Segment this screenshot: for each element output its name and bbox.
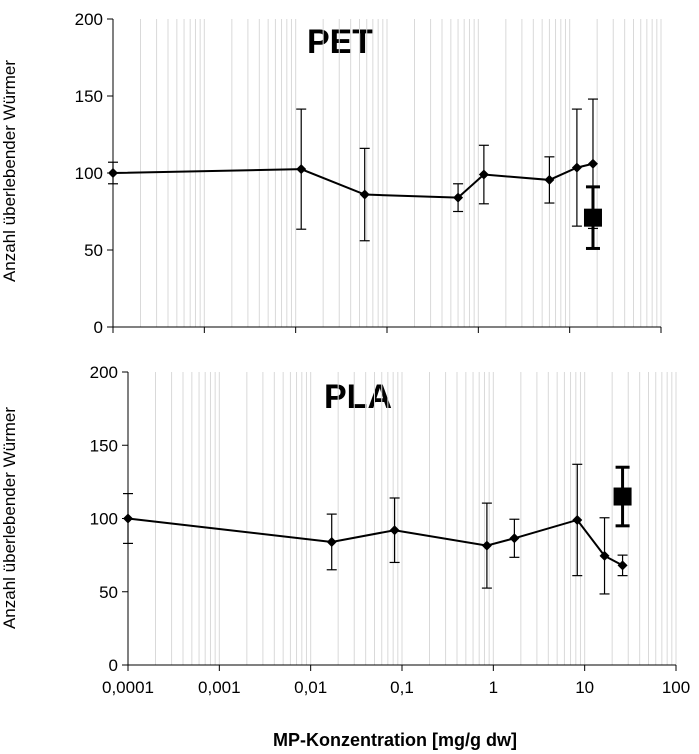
pla-data-point [509, 533, 520, 544]
pet-data-point-square [583, 208, 602, 227]
pla-data-point [617, 560, 628, 571]
pet-data-point [108, 168, 118, 178]
pla-gridlines [154, 372, 677, 665]
pet-y-tick-label: 150 [75, 87, 103, 106]
pet-gridlines [139, 19, 662, 327]
pet-data-point [359, 189, 370, 200]
pet-series-square [583, 185, 602, 250]
pet-y-tick-label: 0 [94, 318, 103, 337]
pet-y-axis-label: Anzahl überlebender Würmer [0, 60, 19, 282]
pet-data-point [571, 162, 582, 173]
pla-y-tick-label: 100 [90, 510, 118, 529]
pet-y-tick-label: 50 [84, 241, 103, 260]
pla-data-point [599, 550, 610, 561]
pla-data-point [389, 525, 400, 536]
pla-series-diamond [123, 463, 628, 595]
pet-data-point [587, 158, 598, 169]
pla-series-line [127, 517, 624, 567]
pla-x-tick-label: 0,01 [294, 678, 327, 697]
pet-panel: PET Anzahl überlebender Würmer 0 50 100 150… [0, 10, 662, 337]
pla-series-square [613, 465, 632, 528]
pla-x-tick-label: 0,0001 [102, 678, 154, 697]
pet-data-point [296, 164, 307, 175]
pla-y-axis-label: Anzahl überlebender Würmer [0, 407, 19, 629]
x-axis-label: MP-Konzentration [mg/g dw] [273, 730, 517, 750]
pet-data-point [544, 174, 555, 185]
pet-data-point [478, 169, 489, 180]
pla-x-tick-label: 1 [489, 678, 498, 697]
pla-x-tick-label: 0,1 [390, 678, 414, 697]
pet-data-point [453, 192, 464, 203]
pla-data-point [326, 536, 337, 547]
pla-y-tick-label: 150 [90, 436, 118, 455]
pla-x-tick-label: 10 [575, 678, 594, 697]
pla-y-tick-label: 200 [90, 363, 118, 382]
pet-panel-title: PET [307, 23, 373, 61]
pet-y-tick-label: 100 [75, 164, 103, 183]
pet-y-tick-label: 200 [75, 10, 103, 29]
pla-x-tick-label: 0,001 [198, 678, 241, 697]
pla-data-point [123, 513, 133, 524]
pet-series-line [112, 162, 594, 199]
pla-y-tick-label: 50 [99, 583, 118, 602]
pla-panel-title: PLA [324, 378, 392, 416]
pet-series-diamond [108, 98, 598, 242]
pla-x-tick-label: 100 [662, 678, 690, 697]
pla-data-point-square [613, 487, 632, 506]
pla-y-tick-label: 0 [109, 656, 118, 675]
pla-data-point [481, 540, 492, 551]
pla-panel: PLA Anzahl überlebender Würmer 0 50 100 150… [0, 363, 690, 697]
pla-data-point [572, 514, 583, 525]
